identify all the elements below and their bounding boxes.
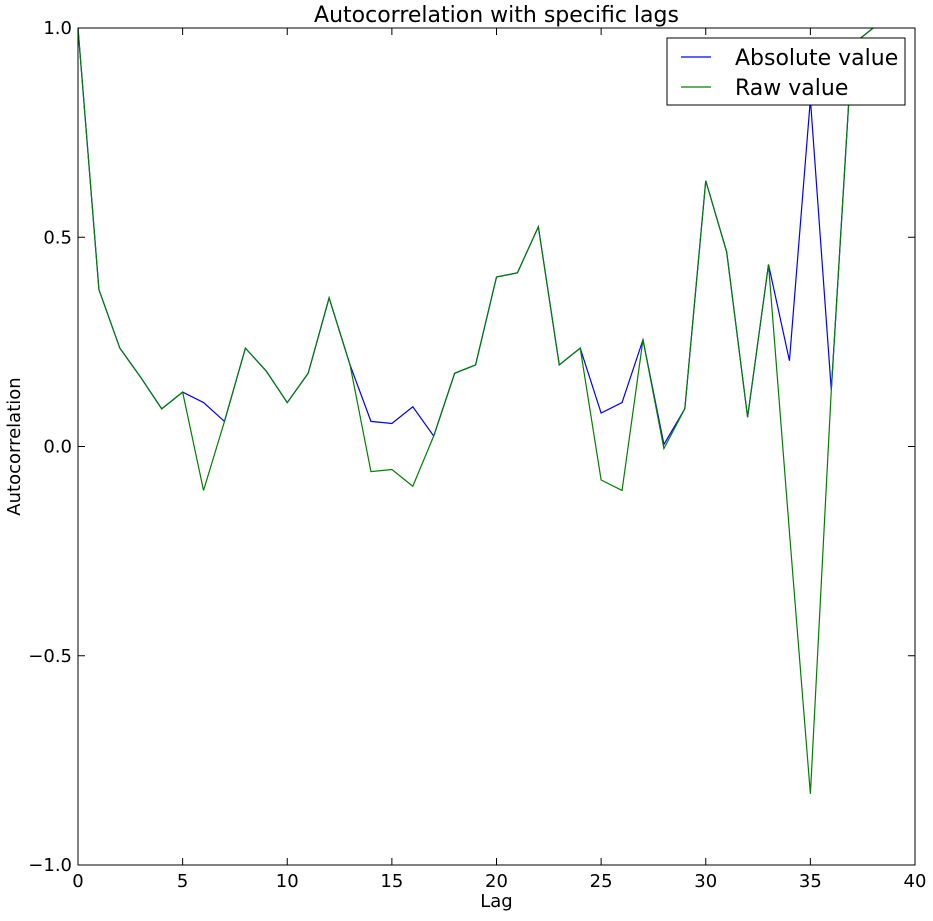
plot-area-frame xyxy=(78,28,915,865)
legend-label: Raw value xyxy=(735,76,848,101)
y-tick-label: 1.0 xyxy=(43,18,72,39)
ticks-layer: 0 5 10 15 20 25 30 35 40 −1.0 −0.5 0.0 0.5 1.0 xyxy=(28,18,926,892)
x-tick-label: 10 xyxy=(276,871,299,892)
legend: Absolute value Raw value xyxy=(667,38,905,105)
x-tick-label: 5 xyxy=(177,871,188,892)
x-tick-label: 40 xyxy=(904,871,927,892)
x-tick-label: 35 xyxy=(799,871,822,892)
x-tick-label: 15 xyxy=(380,871,403,892)
y-tick-label: −0.5 xyxy=(28,646,72,667)
x-tick-label: 0 xyxy=(72,871,83,892)
series-line-raw-value xyxy=(78,28,873,794)
series-layer xyxy=(78,28,873,794)
y-tick-label: −1.0 xyxy=(28,855,72,876)
y-tick-label: 0.5 xyxy=(43,227,72,248)
y-tick-label: 0.0 xyxy=(43,437,72,458)
x-tick-label: 25 xyxy=(590,871,613,892)
legend-label: Absolute value xyxy=(735,46,898,71)
x-axis-label: Lag xyxy=(480,891,512,912)
x-tick-label: 30 xyxy=(694,871,717,892)
x-tick-label: 20 xyxy=(485,871,508,892)
y-axis-label: Autocorrelation xyxy=(4,377,25,515)
chart-title: Autocorrelation with specific lags xyxy=(314,3,679,28)
